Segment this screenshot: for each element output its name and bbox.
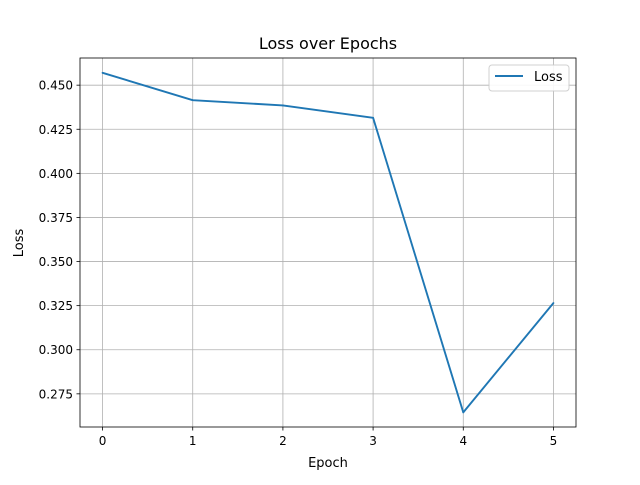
x-tick-label: 0 bbox=[99, 434, 107, 448]
y-tick-label: 0.425 bbox=[39, 123, 73, 137]
x-tick-label: 2 bbox=[279, 434, 287, 448]
y-axis-ticks: 0.275 0.300 0.325 0.350 0.375 0.400 0.425 0.450 bbox=[39, 79, 80, 401]
series-layer bbox=[101, 71, 555, 414]
y-tick-label: 0.325 bbox=[39, 299, 73, 313]
data-point bbox=[191, 99, 194, 102]
y-tick-label: 0.400 bbox=[39, 167, 73, 181]
x-tick-label: 4 bbox=[459, 434, 467, 448]
plot-area bbox=[80, 58, 576, 427]
y-tick-label: 0.350 bbox=[39, 255, 73, 269]
x-tick-label: 5 bbox=[550, 434, 558, 448]
data-point bbox=[282, 104, 284, 107]
y-axis-label: Loss bbox=[12, 229, 27, 258]
data-point bbox=[462, 411, 465, 414]
chart-title: Loss over Epochs bbox=[259, 34, 397, 53]
y-tick-label: 0.300 bbox=[39, 343, 73, 357]
y-tick-label: 0.275 bbox=[39, 387, 73, 401]
y-tick-label: 0.375 bbox=[39, 211, 73, 225]
y-tick-label: 0.450 bbox=[39, 79, 73, 93]
legend-box bbox=[488, 64, 570, 92]
grid bbox=[80, 58, 576, 427]
data-point bbox=[101, 71, 104, 74]
legend-label-loss: Loss bbox=[534, 70, 563, 85]
legend: Loss bbox=[488, 64, 570, 92]
plot-frame bbox=[79, 57, 577, 428]
data-point bbox=[372, 116, 374, 119]
x-tick-label: 3 bbox=[369, 434, 377, 448]
x-axis-ticks: 0 1 2 3 4 5 bbox=[99, 427, 558, 448]
x-axis-label: Epoch bbox=[308, 456, 348, 471]
series-line-loss bbox=[102, 71, 555, 414]
x-tick-label: 1 bbox=[189, 434, 197, 448]
data-point bbox=[552, 302, 555, 304]
